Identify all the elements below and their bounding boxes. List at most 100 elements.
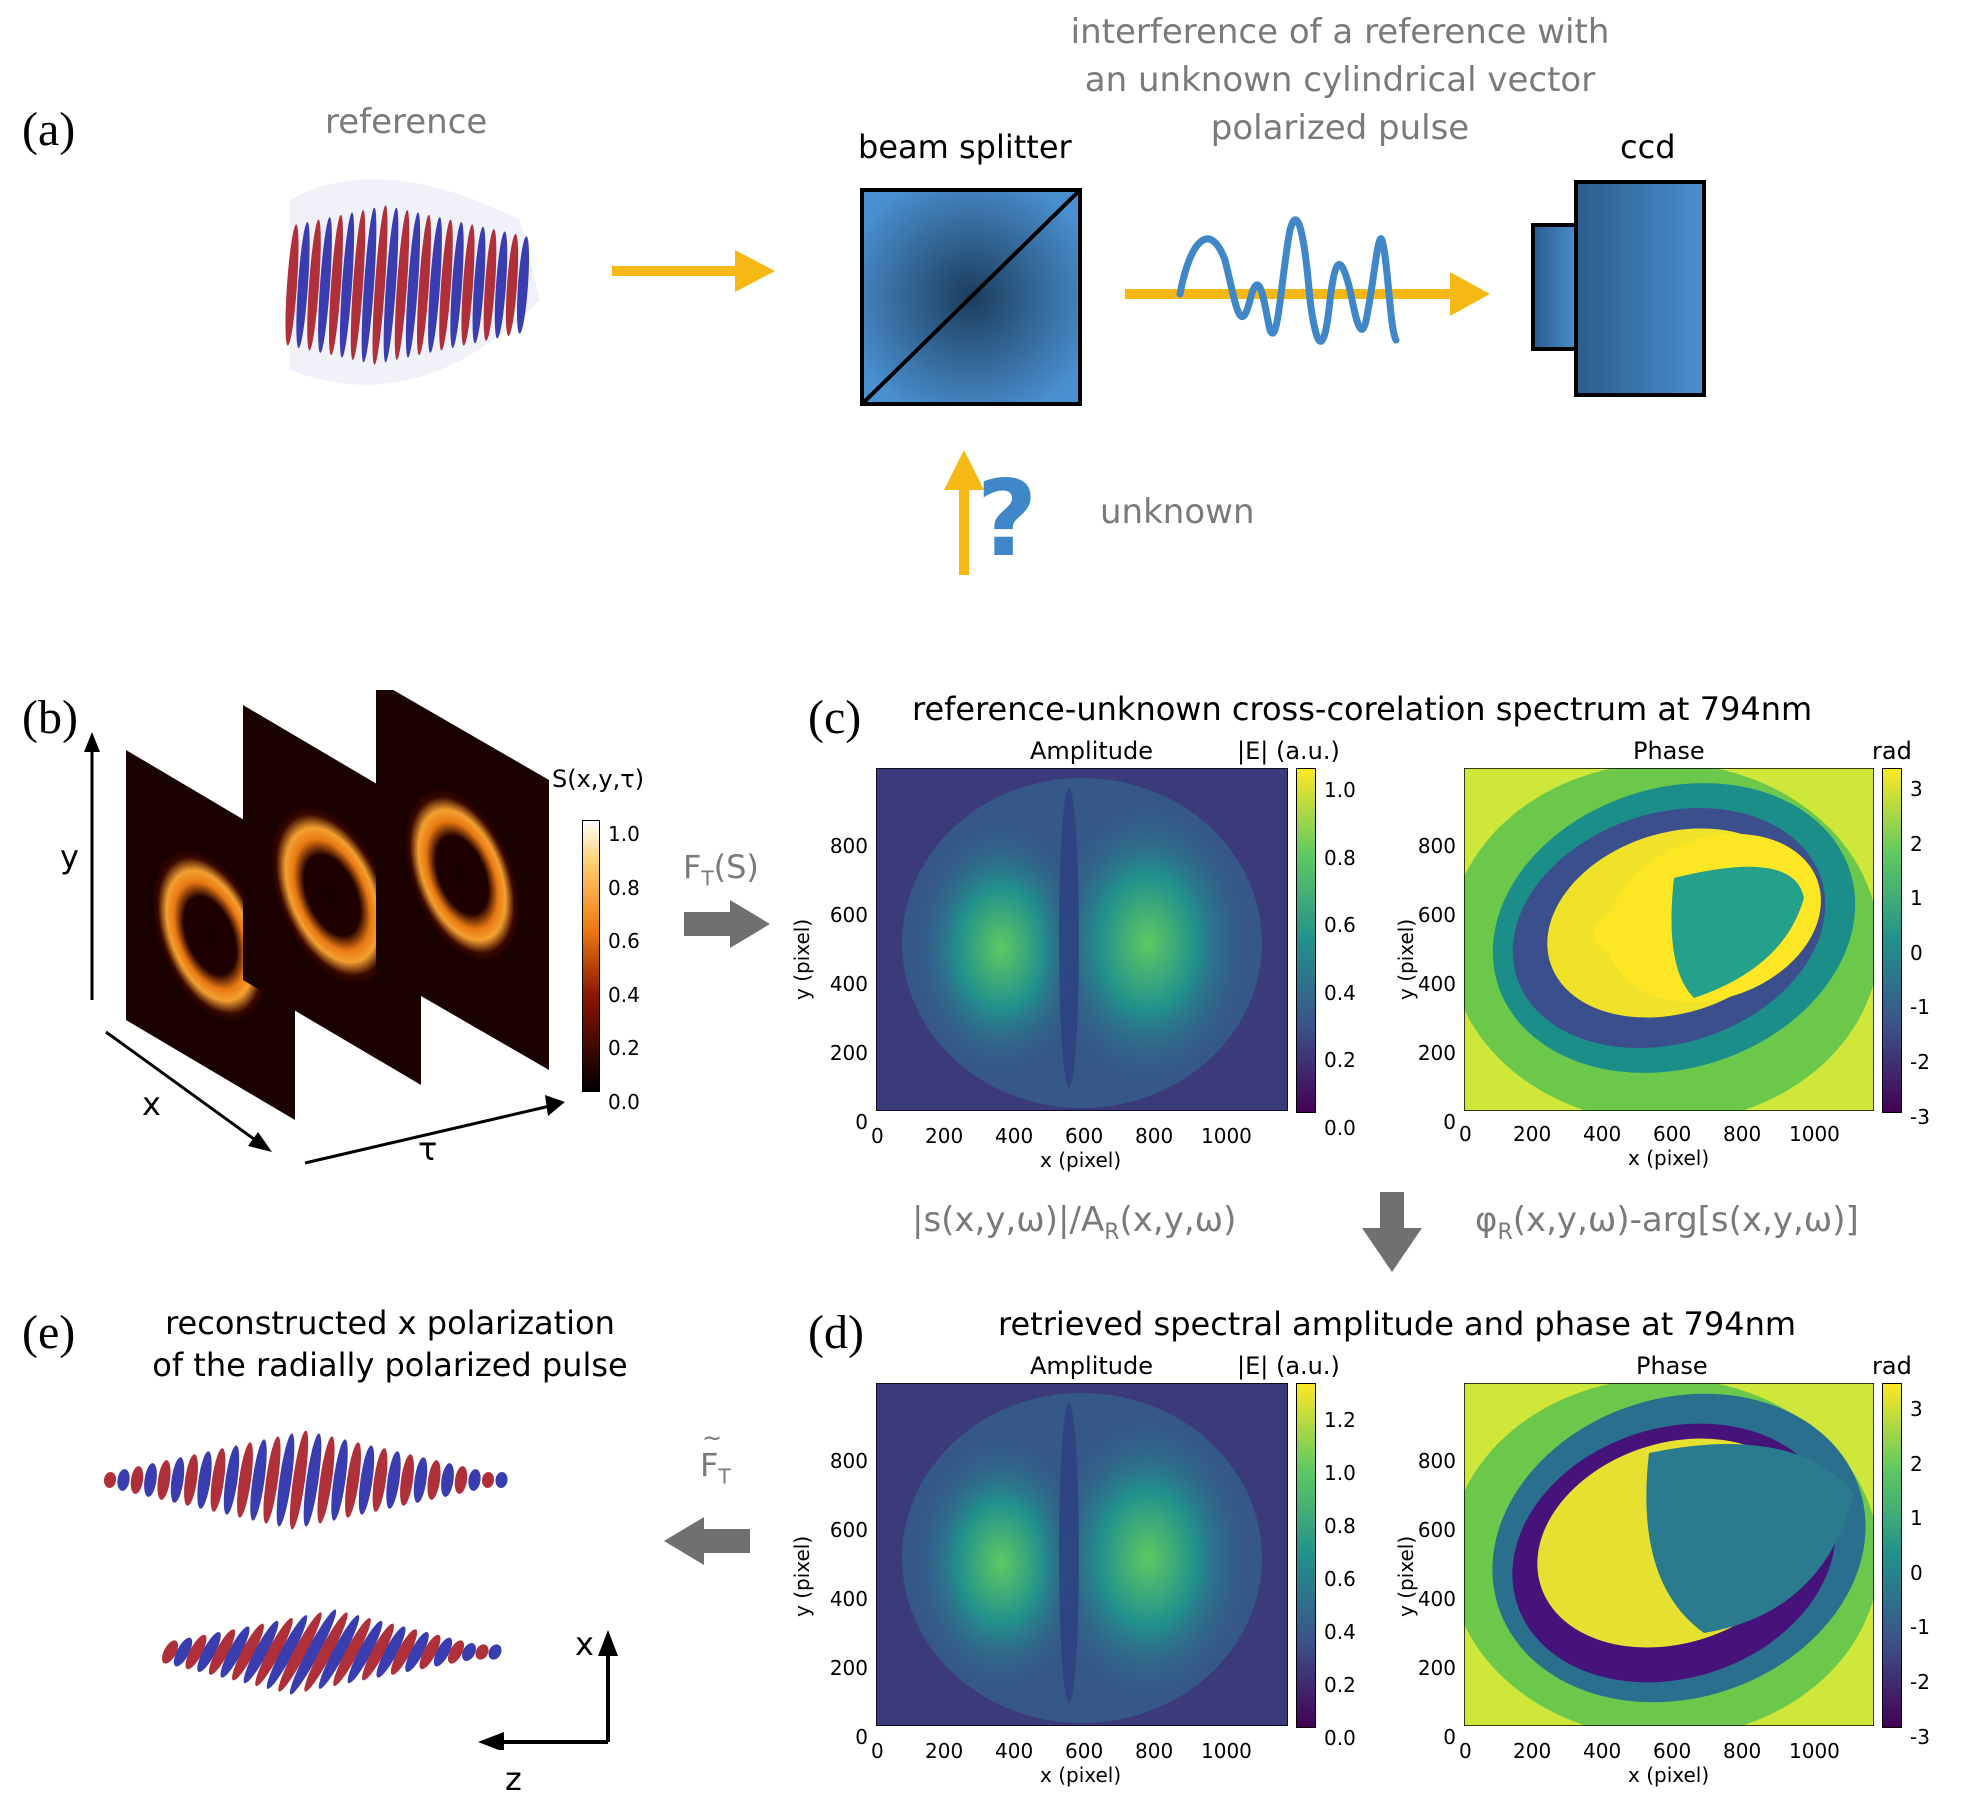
c-amp-y-ticks: 800 600 400 200 0 — [828, 812, 868, 1157]
colorbar-b — [582, 820, 600, 1092]
y-tick: 400 — [1417, 1587, 1456, 1611]
formula-left-main: |s(x,y,ω)|/A — [912, 1200, 1105, 1240]
wavefront-stripe — [372, 1448, 388, 1512]
wavefront-stripe — [405, 212, 421, 358]
wavefront-stripe — [157, 1460, 171, 1500]
wavefront-stripe — [472, 226, 486, 344]
wavefront-stripe — [144, 1463, 157, 1497]
inverse-symbol: F — [700, 1446, 719, 1484]
cbar-tick: 0.8 — [1324, 845, 1356, 870]
inverse-transform-label: ~ FT — [700, 1424, 731, 1488]
reference-pulse-3d — [285, 179, 540, 385]
colorbar-ticks-b: 1.0 0.8 0.6 0.4 0.2 0.0 — [608, 808, 640, 1130]
wavefront-stripe — [475, 1644, 489, 1660]
wavefront-stripe — [103, 1472, 117, 1488]
ccd-camera-icon — [1531, 180, 1706, 397]
x-tick: 600 — [1653, 1122, 1692, 1146]
wavefront-stripe — [243, 1620, 279, 1684]
x-tick: 0 — [1459, 1122, 1472, 1146]
d-phase-cbar-ticks: 3 2 1 0 -1 -2 -3 — [1910, 1382, 1930, 1764]
y-tick: 600 — [829, 903, 868, 927]
wavefront-stripe — [185, 1634, 207, 1670]
formula-left-sub: R — [1104, 1219, 1120, 1245]
y-tick: 600 — [1417, 903, 1456, 927]
cbar-tick: 0.2 — [1324, 1673, 1356, 1697]
cbar-tick: 1 — [1910, 886, 1923, 911]
x-tick: 1000 — [1789, 1122, 1840, 1146]
wavefront-stripe — [372, 205, 388, 365]
d-phase-x-ticks: 0 200 400 600 800 1000 — [1459, 1739, 1879, 1763]
interference-line-3: polarized pulse — [1210, 108, 1470, 148]
cbar-tick: 3 — [1910, 1397, 1923, 1421]
transform-symbol: F — [683, 848, 702, 886]
x-tick: 400 — [995, 1739, 1034, 1763]
y-tick: 600 — [1417, 1518, 1456, 1542]
c-amplitude-map — [876, 768, 1288, 1111]
transform-arrow-icon — [684, 900, 770, 948]
cbar-tick: 0.6 — [1324, 1567, 1356, 1591]
x-tick: 400 — [995, 1124, 1034, 1148]
d-phase-y-label: y (pixel) — [1394, 1535, 1418, 1617]
cbar-b-tick: 0.8 — [608, 875, 640, 900]
x-tick: 800 — [1135, 1124, 1174, 1148]
transform-argument: (S) — [713, 848, 759, 886]
wavefront-stripe — [461, 224, 475, 346]
cbar-tick: 1 — [1910, 1506, 1923, 1531]
wavefront-stripe — [454, 1466, 468, 1494]
pulse-view-top — [103, 1430, 508, 1530]
cbar-tick: 0.0 — [1324, 1726, 1356, 1750]
wavefront-stripe — [362, 1623, 394, 1681]
wavefront-stripe — [433, 1637, 453, 1667]
cbar-b-tick: 0.4 — [608, 982, 640, 1007]
cbar-tick: -2 — [1910, 1049, 1930, 1074]
formula-right-args: (x,y,ω)-arg[s(x,y,ω)] — [1512, 1200, 1859, 1240]
formula-right-sub: R — [1497, 1219, 1513, 1245]
reference-label: reference — [325, 102, 488, 142]
d-amplitude-map — [876, 1383, 1288, 1726]
d-amp-cbar-ticks: 1.2 1.0 0.8 0.6 0.4 0.2 0.0 — [1324, 1394, 1356, 1765]
c-amp-cbar-label: |E| (a.u.) — [1237, 737, 1340, 765]
wavefront-stripe — [170, 1457, 185, 1503]
y-tick: 800 — [1417, 834, 1456, 858]
panel-label-b: (b) — [22, 691, 78, 744]
y-tick: 600 — [829, 1518, 868, 1542]
wavefront-stripe — [197, 1632, 221, 1672]
panel-e-title: reconstructed x polarization of the radi… — [130, 1302, 650, 1386]
wavefront-stripe — [447, 1640, 465, 1664]
interference-line-2: an unknown cylindrical vector — [1084, 60, 1596, 100]
wavefront-stripe — [361, 207, 377, 363]
wavefront-stripe — [505, 233, 519, 337]
x-tick: 1000 — [1789, 1739, 1840, 1763]
y-axis-label: y — [60, 838, 79, 876]
wavefront-stripe — [329, 214, 343, 356]
interference-line-1: interference of a reference with — [1070, 12, 1610, 52]
wavefront-stripe — [439, 219, 453, 351]
c-phase-cbar-ticks: 3 2 1 0 -1 -2 -3 — [1910, 762, 1930, 1144]
wavefront-stripe — [413, 1457, 428, 1503]
wavefront-stripe — [350, 209, 366, 361]
wavefront-stripe — [296, 221, 310, 349]
x-tick: 800 — [1135, 1739, 1174, 1763]
x-tick: 400 — [1583, 1739, 1622, 1763]
wavefront-stripe — [441, 1463, 454, 1497]
colorbar-title-b: S(x,y,τ) — [552, 765, 645, 793]
e-axis-z-label: z — [505, 1760, 522, 1798]
cbar-b-tick: 0.0 — [608, 1089, 640, 1114]
c-amp-y-label: y (pixel) — [790, 918, 814, 1000]
wavefront-stripe — [468, 1469, 481, 1491]
wavefront-stripe — [488, 1644, 502, 1660]
wavefront-stripe — [318, 217, 332, 353]
wavefront-stripe — [161, 1640, 179, 1664]
wavefront-stripe — [331, 1439, 348, 1521]
y-tick: 0 — [855, 1110, 868, 1134]
phase-formula: φR(x,y,ω)-arg[s(x,y,ω)] — [1475, 1200, 1859, 1245]
x-tick: 800 — [1723, 1122, 1762, 1146]
y-tick: 400 — [829, 972, 868, 996]
panel-label-c: (c) — [808, 691, 862, 744]
amplitude-formula: |s(x,y,ω)|/AR(x,y,ω) — [912, 1200, 1236, 1245]
frame-3 — [376, 690, 549, 1070]
d-amp-y-ticks: 800 600 400 200 0 — [828, 1427, 868, 1772]
wavefront-stripe — [223, 1445, 240, 1515]
wavefront-stripe — [347, 1620, 383, 1684]
interference-caption: interference of a reference with an unkn… — [990, 8, 1690, 152]
